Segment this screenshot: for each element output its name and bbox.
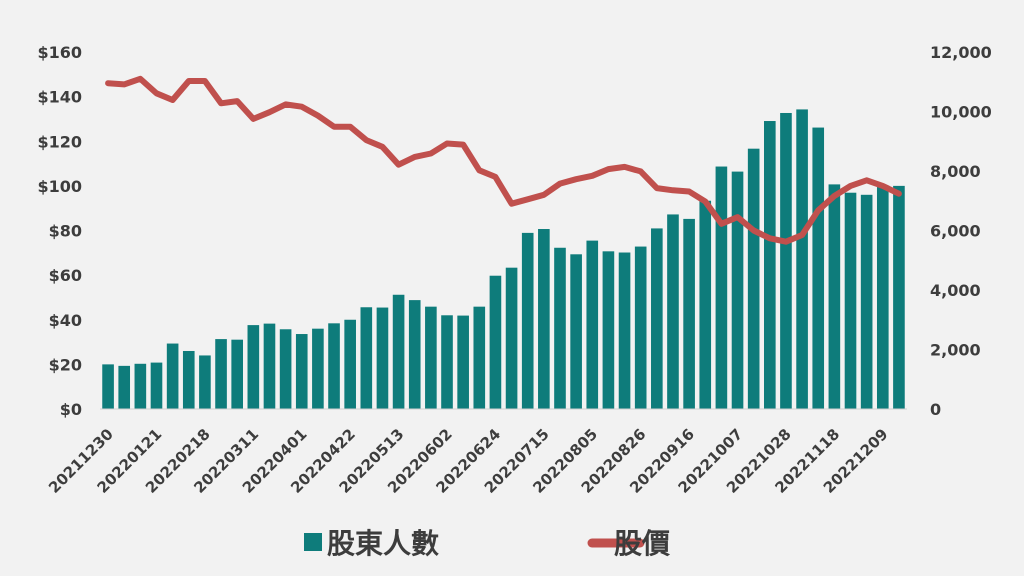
bar-11: [279, 329, 292, 409]
bar-9: [247, 325, 260, 409]
right-axis-tick: 10,000: [930, 103, 992, 122]
price-line: [105, 75, 902, 245]
bar-7: [215, 339, 227, 409]
bar-25: [505, 267, 518, 409]
left-axis-tick: $60: [49, 266, 82, 285]
bar-37: [699, 200, 712, 409]
bar-26: [521, 232, 534, 409]
bar-12: [295, 334, 308, 409]
bar-19: [408, 300, 421, 409]
left-axis-tick: $80: [49, 222, 82, 241]
bar-27: [538, 229, 550, 409]
bar-13: [312, 328, 324, 409]
bar-48: [876, 187, 889, 409]
left-axis-tick: $20: [49, 355, 82, 374]
right-axis-tick: 2,000: [930, 341, 981, 360]
bar-42: [780, 112, 792, 410]
left-axis-tick: $160: [37, 43, 82, 62]
bar-44: [812, 127, 825, 409]
right-axis-tick: 12,000: [930, 43, 992, 62]
legend-label-shareholders: 股東人數: [327, 527, 439, 560]
bar-46: [844, 192, 857, 409]
right-axis-tick: 6,000: [930, 222, 981, 241]
legend-item-price: 股價: [587, 527, 671, 560]
bar-14: [328, 323, 340, 409]
bar-4: [166, 343, 179, 409]
left-axis-tick: $140: [37, 88, 82, 107]
left-axis-tick: $120: [37, 132, 82, 151]
bar-24: [489, 275, 502, 409]
bar-0: [102, 364, 114, 409]
bar-31: [602, 251, 615, 409]
left-axis: $0 $20 $40 $60 $80 $100 $120 $140 $160: [37, 43, 82, 419]
bar-21: [441, 315, 453, 409]
left-axis-tick: $40: [49, 311, 82, 330]
bar-43: [796, 109, 808, 409]
x-axis: 2021123020220121202202182022031120220401…: [45, 408, 907, 497]
bar-20: [425, 306, 437, 409]
bar-1: [118, 365, 131, 409]
bar-22: [457, 315, 469, 409]
bar-5: [182, 350, 195, 409]
bar-39: [731, 171, 744, 409]
bar-17: [376, 307, 389, 409]
bar-18: [392, 294, 405, 409]
price-series-line: [105, 75, 902, 245]
bar-40: [747, 148, 760, 409]
legend: 股東人數 股價: [304, 527, 671, 560]
bar-23: [473, 306, 486, 409]
bar-30: [586, 240, 599, 409]
bar-49: [893, 185, 905, 409]
legend-item-shareholders: 股東人數: [304, 527, 439, 560]
bar-2: [134, 363, 147, 409]
bar-10: [263, 323, 276, 409]
bar-45: [828, 184, 841, 409]
left-axis-tick: $100: [37, 177, 82, 196]
bar-38: [715, 166, 728, 409]
legend-label-price: 股價: [614, 527, 671, 560]
bar-35: [667, 214, 679, 409]
bar-15: [344, 319, 356, 409]
right-axis: 0 2,000 4,000 6,000 8,000 10,000 12,000: [930, 43, 992, 419]
right-axis-tick: 8,000: [930, 162, 981, 181]
bar-36: [683, 218, 695, 409]
bar-41: [763, 121, 776, 410]
shareholder-bars: [102, 109, 905, 410]
bar-32: [618, 252, 631, 409]
right-axis-tick: 4,000: [930, 281, 981, 300]
left-axis-tick: $0: [60, 400, 82, 419]
bar-3: [150, 362, 163, 409]
bar-33: [634, 246, 647, 409]
bar-47: [860, 194, 873, 409]
bar-6: [199, 355, 211, 409]
bar-16: [360, 307, 373, 409]
bar-28: [554, 247, 566, 409]
bar-8: [231, 339, 244, 409]
legend-swatch-shareholders: [304, 533, 322, 551]
bar-34: [651, 228, 663, 409]
bar-29: [570, 254, 582, 409]
right-axis-tick: 0: [930, 400, 941, 419]
